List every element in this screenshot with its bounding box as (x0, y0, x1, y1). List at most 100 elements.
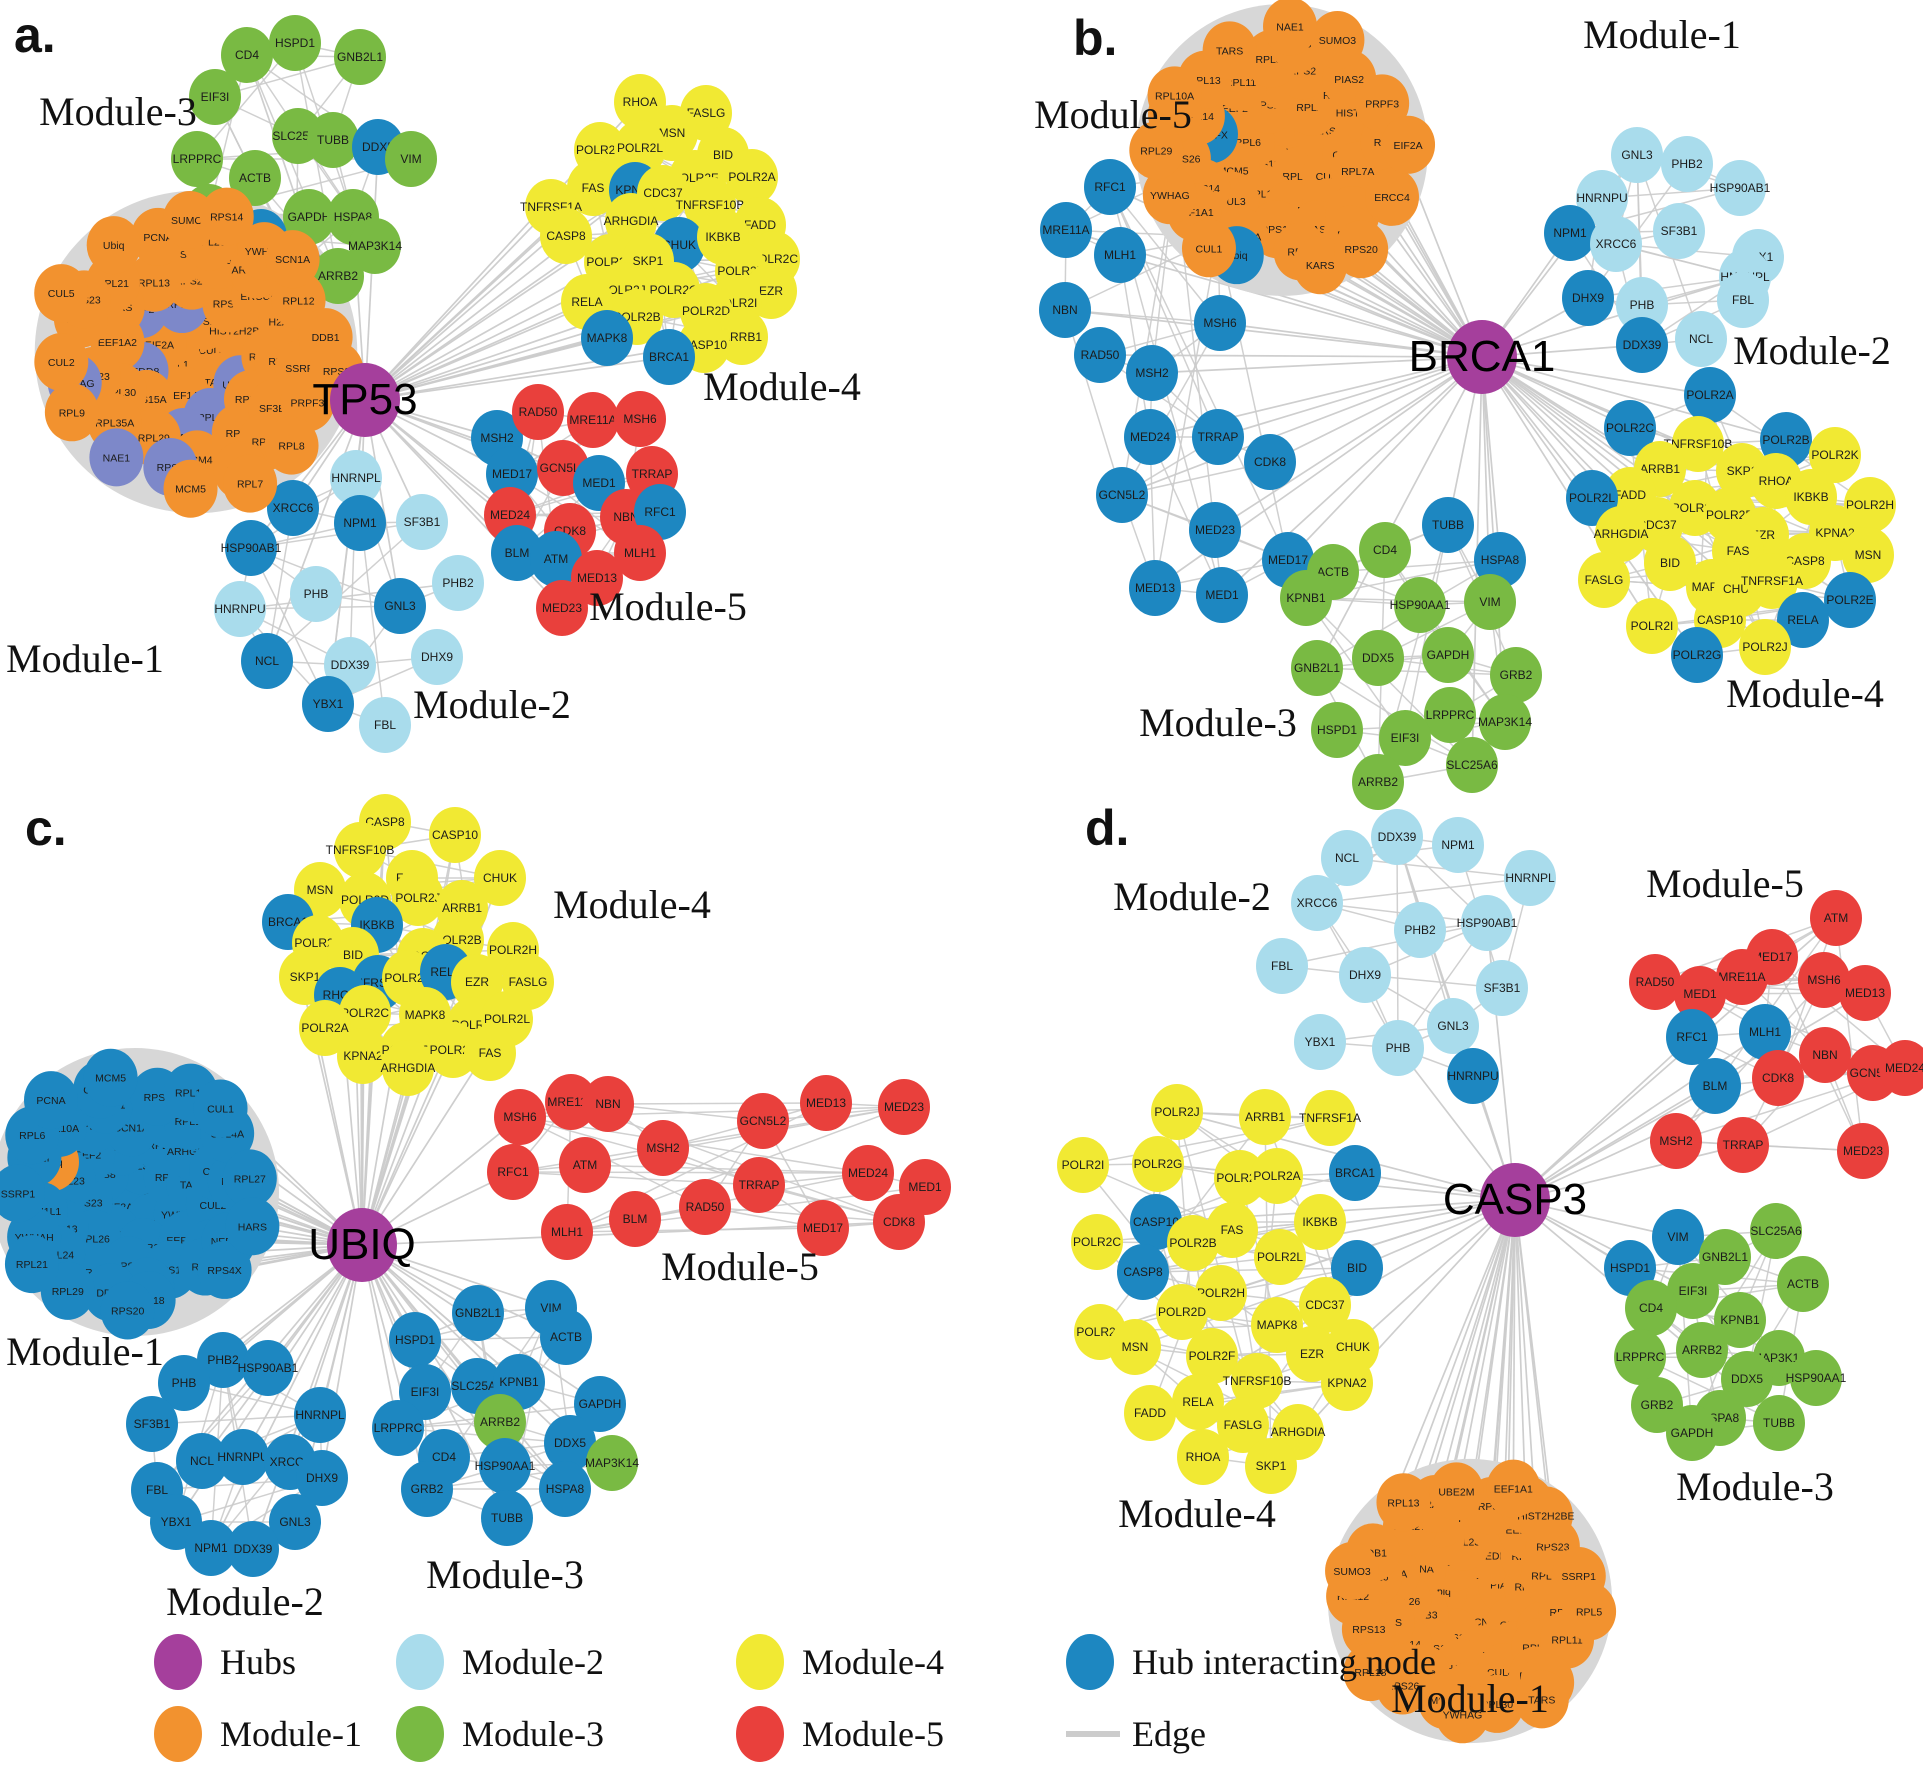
node-MED24[interactable]: MED24 (842, 1145, 894, 1201)
node-GNL3[interactable]: GNL3 (1611, 127, 1663, 183)
node-POLR2J[interactable]: POLR2J (392, 870, 444, 926)
node-RPL29[interactable]: RPL29 (1129, 121, 1184, 180)
node-HSP90AB1[interactable]: HSP90AB1 (221, 520, 282, 576)
node-LRPPRC[interactable]: LRPPRC (1614, 1329, 1666, 1385)
node-EZR[interactable]: EZR (451, 954, 503, 1010)
node-RFC1[interactable]: RFC1 (1084, 159, 1136, 215)
node-TUBB[interactable]: TUBB (307, 112, 359, 168)
node-YWHAG[interactable]: YWHAG (1435, 1685, 1490, 1744)
node-RELA[interactable]: RELA (1172, 1374, 1224, 1430)
node-GNL3[interactable]: GNL3 (374, 578, 426, 634)
node-FASLG[interactable]: FASLG (1217, 1397, 1269, 1453)
node-EEF1A1[interactable]: EEF1A1 (1486, 1459, 1541, 1518)
node-BLM[interactable]: BLM (609, 1191, 661, 1247)
node-POLR2A[interactable]: POLR2A (1251, 1148, 1303, 1204)
node-NPM1[interactable]: NPM1 (1432, 817, 1484, 873)
node-HSPD1[interactable]: HSPD1 (269, 15, 321, 71)
node-CASP8[interactable]: CASP8 (1117, 1244, 1169, 1300)
node-RPL13[interactable]: RPL13 (1376, 1473, 1431, 1532)
node-IKBKB[interactable]: IKBKB (1294, 1194, 1346, 1250)
node-NCL[interactable]: NCL (1675, 311, 1727, 367)
node-MLH1[interactable]: MLH1 (614, 525, 666, 581)
node-ARRB2[interactable]: ARRB2 (1352, 754, 1404, 810)
node-MSH6[interactable]: MSH6 (494, 1089, 546, 1145)
node-KPNA2[interactable]: KPNA2 (337, 1028, 389, 1084)
node-HSP90AA1[interactable]: HSP90AA1 (1390, 577, 1451, 633)
node-POLR2C[interactable]: POLR2C (1071, 1214, 1123, 1270)
node-MED23[interactable]: MED23 (536, 580, 588, 636)
node-GNB2L1[interactable]: GNB2L1 (1699, 1229, 1751, 1285)
node-NCL[interactable]: NCL (176, 1433, 228, 1489)
node-HARS[interactable]: HARS (225, 1197, 280, 1256)
node-CUL1[interactable]: CUL1 (193, 1079, 248, 1138)
node-MED24[interactable]: MED24 (1124, 409, 1176, 465)
node-NBN[interactable]: NBN (1039, 282, 1091, 338)
node-RPL5[interactable]: RPL5 (1562, 1582, 1617, 1641)
node-SKP1[interactable]: SKP1 (1245, 1438, 1297, 1494)
node-HSP90AB1[interactable]: HSP90AB1 (238, 1340, 299, 1396)
node-POLR2I[interactable]: POLR2I (1057, 1137, 1109, 1193)
node-SF3B1[interactable]: SF3B1 (126, 1396, 178, 1452)
node-DDX5[interactable]: DDX5 (1352, 630, 1404, 686)
node-XRCC6[interactable]: XRCC6 (1291, 875, 1343, 931)
node-POLR2I[interactable]: POLR2I (1626, 598, 1678, 654)
node-MRE11A[interactable]: MRE11A (1040, 202, 1092, 258)
node-MCM5[interactable]: MCM5 (83, 1048, 138, 1107)
node-MED17[interactable]: MED17 (486, 446, 538, 502)
node-MCM5[interactable]: MCM5 (163, 459, 218, 518)
node-RFC1[interactable]: RFC1 (1666, 1009, 1718, 1065)
node-PHB2[interactable]: PHB2 (197, 1332, 249, 1388)
node-RAD50[interactable]: RAD50 (679, 1179, 731, 1235)
node-POLR2A[interactable]: POLR2A (1684, 367, 1736, 423)
node-CD4[interactable]: CD4 (1359, 522, 1411, 578)
node-CHUK[interactable]: CHUK (474, 850, 526, 906)
node-MLH1[interactable]: MLH1 (541, 1204, 593, 1260)
node-MAPK8[interactable]: MAPK8 (1251, 1297, 1303, 1353)
node-RPS20[interactable]: RPS20 (1334, 220, 1389, 279)
node-CD4[interactable]: CD4 (221, 27, 273, 83)
node-NBN[interactable]: NBN (582, 1076, 634, 1132)
node-ERCC4[interactable]: ERCC4 (1364, 167, 1419, 226)
node-POLR2G[interactable]: POLR2G (1671, 627, 1723, 683)
node-RPL21[interactable]: RPL21 (4, 1235, 59, 1294)
node-ARHGDIA[interactable]: ARHGDIA (381, 1040, 436, 1096)
node-MRE11A[interactable]: MRE11A (567, 392, 619, 448)
node-MSH6[interactable]: MSH6 (614, 391, 666, 447)
node-HSP90AA1[interactable]: HSP90AA1 (475, 1438, 536, 1494)
node-TRRAP[interactable]: TRRAP (1192, 409, 1244, 465)
node-ATM[interactable]: ATM (1810, 890, 1862, 946)
node-RPS4X[interactable]: RPS4X (197, 1240, 252, 1299)
node-MAP3K14[interactable]: MAP3K14 (348, 218, 402, 274)
node-YBX1[interactable]: YBX1 (302, 676, 354, 732)
hub-node-CASP3[interactable]: CASP3 (1443, 1163, 1587, 1237)
node-RELA[interactable]: RELA (1777, 592, 1829, 648)
node-PHB[interactable]: PHB (290, 566, 342, 622)
node-ARRB1[interactable]: ARRB1 (1239, 1089, 1291, 1145)
node-MED23[interactable]: MED23 (1189, 502, 1241, 558)
node-ARHGDIA[interactable]: ARHGDIA (1594, 506, 1649, 562)
node-NPM1[interactable]: NPM1 (185, 1520, 237, 1576)
node-MED23[interactable]: MED23 (1837, 1123, 1889, 1179)
node-XRCC6[interactable]: XRCC6 (267, 480, 319, 536)
node-PRPF3[interactable]: PRPF3 (1355, 74, 1410, 133)
node-TRRAP[interactable]: TRRAP (733, 1157, 785, 1213)
node-GAPDH[interactable]: GAPDH (1666, 1405, 1718, 1461)
node-RAD50[interactable]: RAD50 (1629, 954, 1681, 1010)
node-SLC25A6[interactable]: SLC25A6 (1446, 737, 1498, 793)
node-TNFRSF10B[interactable]: TNFRSF10B (1223, 1353, 1292, 1409)
node-FAS[interactable]: FAS (464, 1025, 516, 1081)
node-SSRP1[interactable]: SSRP1 (0, 1164, 45, 1223)
node-PHB[interactable]: PHB (158, 1355, 210, 1411)
node-POLR2A[interactable]: POLR2A (299, 1000, 351, 1056)
node-KPNB1[interactable]: KPNB1 (1280, 570, 1332, 626)
node-BID[interactable]: BID (1644, 535, 1696, 591)
node-TARS[interactable]: TARS (1202, 21, 1257, 80)
node-MAPK8[interactable]: MAPK8 (581, 310, 633, 366)
node-HNRNPU[interactable]: HNRNPU (1576, 170, 1628, 226)
node-DDX39[interactable]: DDX39 (1616, 317, 1668, 373)
node-MED13[interactable]: MED13 (571, 550, 623, 606)
node-ATM[interactable]: ATM (559, 1137, 611, 1193)
node-CDK8[interactable]: CDK8 (873, 1194, 925, 1250)
node-POLR2B[interactable]: POLR2B (1167, 1215, 1219, 1271)
node-BLM[interactable]: BLM (1689, 1058, 1741, 1114)
